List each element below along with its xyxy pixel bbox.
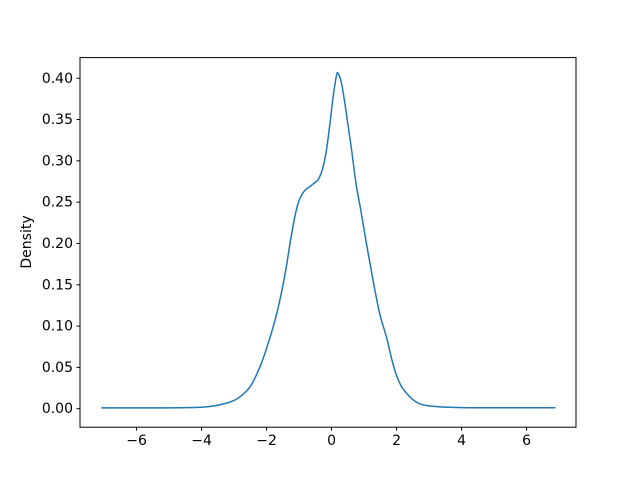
x-tick-label: −4	[191, 433, 212, 449]
y-tick-label: 0.35	[42, 112, 73, 128]
y-tick-label: 0.05	[42, 360, 73, 376]
x-tick-label: 6	[522, 433, 531, 449]
y-tick-label: 0.30	[42, 153, 73, 169]
y-tick-label: 0.40	[42, 71, 73, 87]
y-tick-label: 0.00	[42, 401, 73, 417]
x-tick-label: 4	[457, 433, 466, 449]
x-tick-label: 2	[392, 433, 401, 449]
y-axis-label: Density	[19, 215, 35, 269]
density-curve	[101, 71, 556, 409]
x-tick-label: −2	[256, 433, 277, 449]
axes-group: −6 −4 −2 0 2 4 6 0.00 0.05 0.10 0.15 0.20 0.25 0.30 0.…	[42, 57, 577, 449]
x-tick-label: −6	[126, 433, 147, 449]
y-tick-label: 0.20	[42, 236, 73, 252]
x-tick-label: 0	[327, 433, 336, 449]
y-tick-label: 0.25	[42, 195, 73, 211]
y-tick-label: 0.10	[42, 319, 73, 335]
plot-area	[79, 57, 577, 428]
y-tick-label: 0.15	[42, 277, 73, 293]
